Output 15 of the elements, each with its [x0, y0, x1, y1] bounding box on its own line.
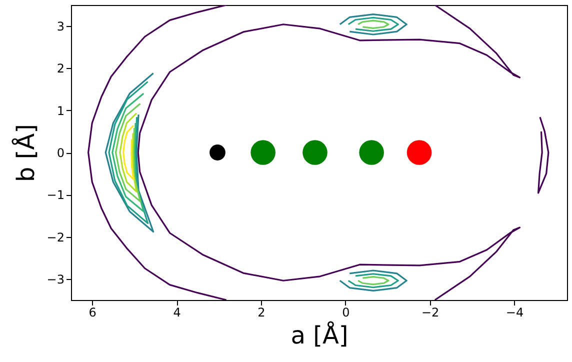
y-axis-title: b [Å]: [10, 124, 40, 182]
y-tick-label: 1: [56, 104, 64, 118]
x-tick-label: 4: [173, 306, 181, 320]
y-tick-label: 0: [56, 146, 64, 160]
y-tick-label: −2: [46, 230, 64, 244]
y-tick-label: 2: [56, 62, 64, 76]
x-axis-title: a [Å]: [290, 320, 348, 350]
x-tick-label: 6: [88, 306, 96, 320]
y-tick-label: −1: [46, 188, 64, 202]
x-tick-label: −4: [506, 306, 524, 320]
x-tick-label: 2: [258, 306, 266, 320]
y-tick-label: 3: [56, 20, 64, 34]
y-tick-label: −3: [46, 272, 64, 286]
x-tick-label: −2: [421, 306, 440, 320]
x-tick-label: 0: [342, 306, 350, 320]
